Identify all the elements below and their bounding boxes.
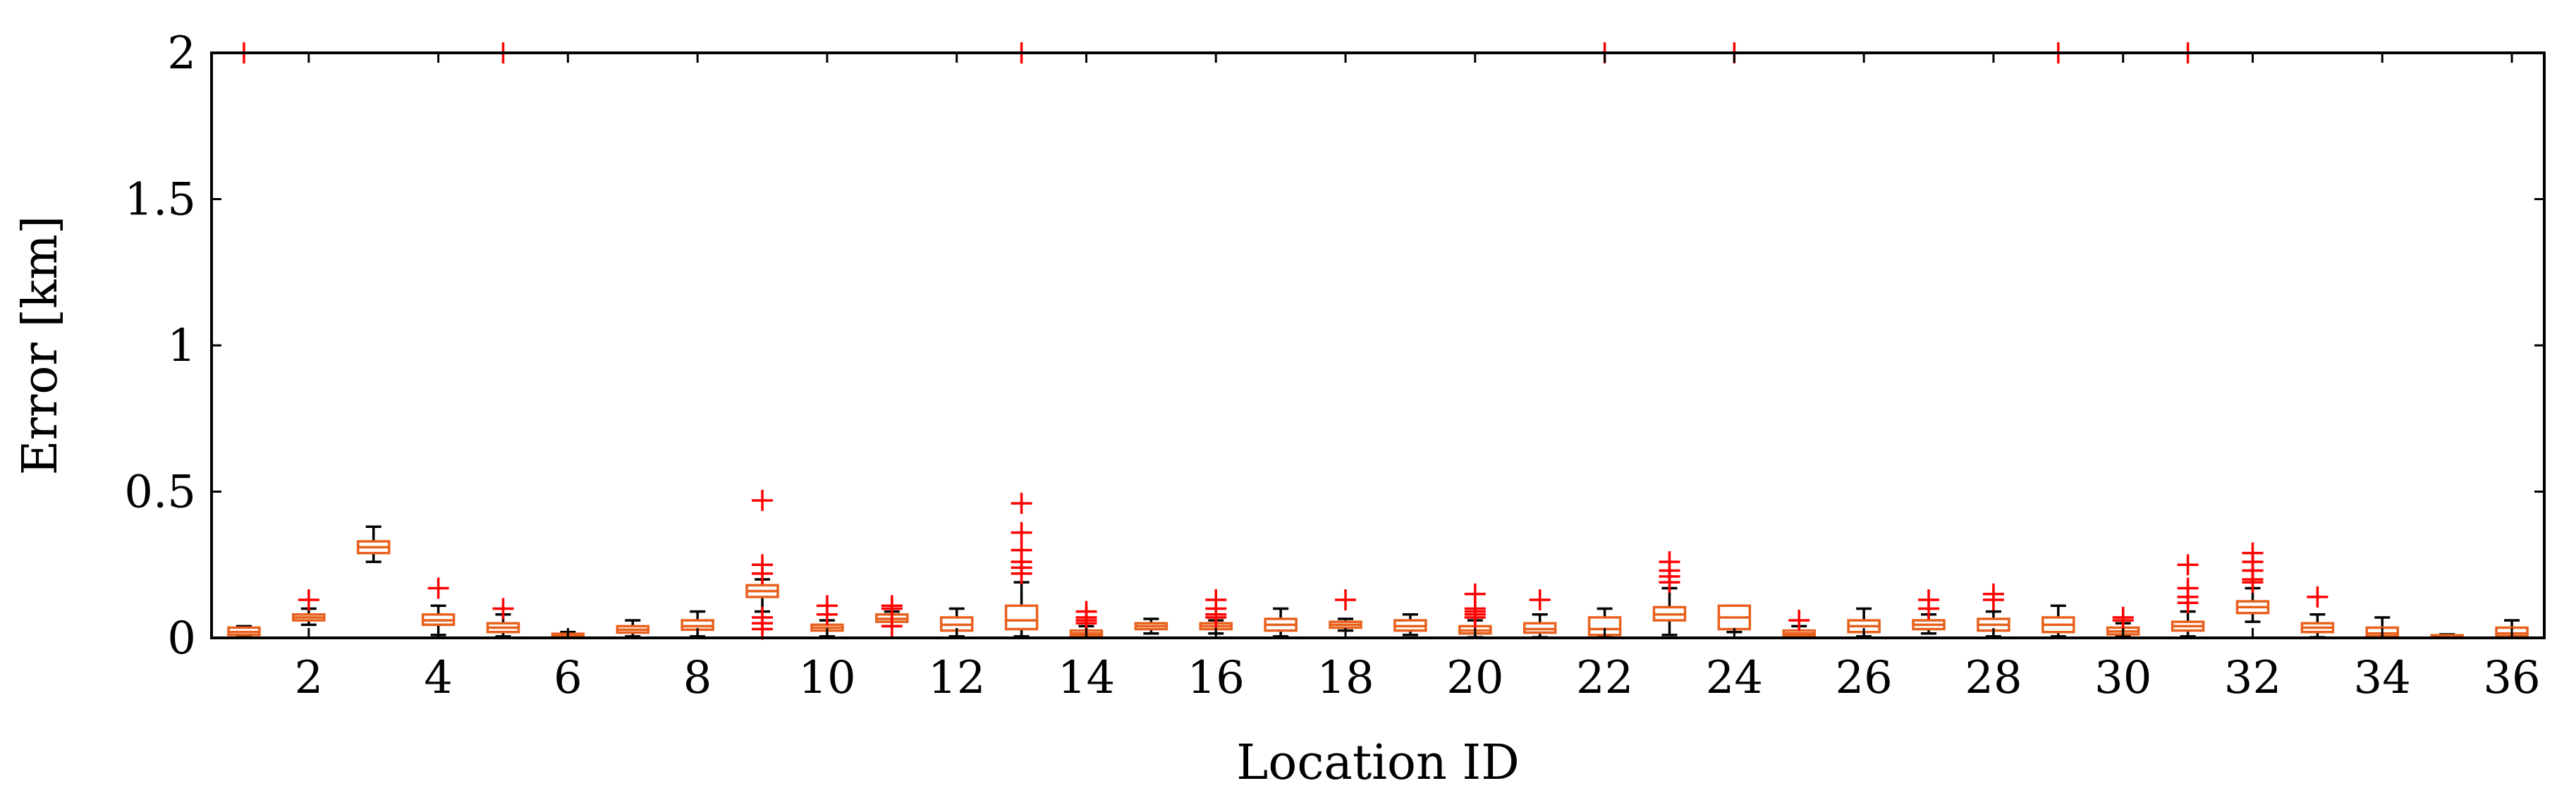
box-group-1 bbox=[227, 42, 261, 638]
outlier-marker bbox=[427, 577, 449, 599]
x-tick-label: 30 bbox=[2094, 652, 2151, 704]
box-group-18 bbox=[1329, 589, 1362, 632]
box-group-3 bbox=[356, 525, 391, 563]
box-group-10 bbox=[810, 595, 844, 638]
outlier-marker bbox=[2307, 586, 2328, 608]
outlier-marker bbox=[752, 489, 774, 511]
y-tick-label: 0.5 bbox=[124, 467, 196, 519]
marks-layer bbox=[227, 42, 2529, 640]
ticks-layer: 2 4 6 8 10 12 14 16 18 20 22 24 26 28 30 32 34 3600.511.5… bbox=[124, 27, 2544, 704]
box-group-19 bbox=[1393, 613, 1427, 636]
y-tick-label: 1 bbox=[167, 320, 196, 372]
box-group-31 bbox=[2171, 42, 2205, 638]
outlier-marker bbox=[1205, 606, 1227, 628]
y-tick-label: 1.5 bbox=[124, 174, 196, 226]
box-group-11 bbox=[875, 595, 909, 637]
box-group-23 bbox=[1652, 551, 1687, 636]
box-group-7 bbox=[616, 619, 650, 638]
x-tick-label: 12 bbox=[928, 652, 985, 704]
x-tick-label: 26 bbox=[1835, 652, 1892, 704]
outlier-marker bbox=[1918, 598, 1940, 620]
box-group-27 bbox=[1912, 589, 1946, 635]
outlier-marker bbox=[1011, 562, 1032, 584]
outlier-marker bbox=[1982, 589, 2004, 611]
x-tick-label: 14 bbox=[1058, 652, 1115, 704]
outlier-marker bbox=[298, 589, 319, 611]
outlier-marker bbox=[2177, 554, 2199, 576]
outlier-marker bbox=[1464, 606, 1486, 628]
box-group-33 bbox=[2300, 586, 2335, 639]
box-group-22 bbox=[1587, 42, 1622, 639]
box-group-17 bbox=[1264, 607, 1298, 638]
outlier-marker bbox=[1011, 493, 1032, 515]
box-group-5 bbox=[486, 42, 520, 638]
box-group-26 bbox=[1847, 607, 1881, 638]
box-group-4 bbox=[421, 577, 456, 636]
box-group-9 bbox=[745, 489, 779, 640]
box-group-25 bbox=[1782, 610, 1817, 639]
outlier-marker bbox=[752, 562, 774, 584]
box-group-32 bbox=[2235, 542, 2270, 623]
x-tick-label: 2 bbox=[294, 652, 323, 704]
x-tick-label: 36 bbox=[2483, 652, 2540, 704]
box-group-24 bbox=[1717, 42, 1752, 634]
outlier-marker bbox=[2112, 610, 2134, 632]
outlier-marker bbox=[2242, 572, 2264, 593]
box-group-15 bbox=[1134, 617, 1168, 635]
x-tick-label: 4 bbox=[424, 652, 453, 704]
outlier-marker bbox=[752, 618, 774, 640]
x-tick-label: 6 bbox=[554, 652, 582, 704]
y-axis-title: Error [km] bbox=[13, 216, 68, 475]
box-group-2 bbox=[292, 589, 326, 627]
outlier-marker bbox=[1335, 589, 1357, 611]
y-tick-label: 0 bbox=[167, 613, 196, 665]
outlier-marker bbox=[1529, 589, 1551, 611]
outlier-marker bbox=[2177, 592, 2199, 614]
x-tick-label: 8 bbox=[683, 652, 712, 704]
box-group-13 bbox=[1004, 42, 1039, 638]
box-group-21 bbox=[1522, 589, 1557, 639]
box-body bbox=[1004, 604, 1039, 631]
outlier-marker bbox=[881, 615, 903, 637]
x-tick-label: 24 bbox=[1706, 652, 1763, 704]
x-tick-label: 18 bbox=[1317, 652, 1374, 704]
outlier-marker bbox=[1659, 572, 1680, 593]
x-tick-label: 10 bbox=[798, 652, 855, 704]
y-tick-label: 2 bbox=[167, 27, 196, 80]
outlier-marker bbox=[1788, 610, 1810, 632]
x-tick-label: 28 bbox=[1965, 652, 2022, 704]
box-group-29 bbox=[2041, 42, 2075, 638]
box-group-16 bbox=[1199, 589, 1233, 635]
x-tick-label: 20 bbox=[1446, 652, 1503, 704]
x-tick-label: 34 bbox=[2354, 652, 2411, 704]
x-axis-title: Location ID bbox=[1236, 735, 1520, 791]
outlier-marker bbox=[816, 603, 838, 625]
x-tick-label: 16 bbox=[1188, 652, 1245, 704]
x-tick-label: 22 bbox=[1576, 652, 1633, 704]
x-tick-label: 32 bbox=[2224, 652, 2281, 704]
outlier-marker bbox=[492, 598, 514, 620]
plot-frame bbox=[210, 51, 2546, 639]
